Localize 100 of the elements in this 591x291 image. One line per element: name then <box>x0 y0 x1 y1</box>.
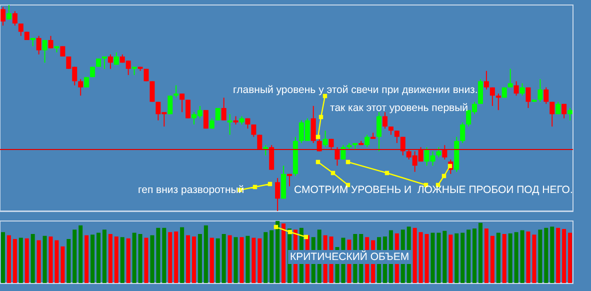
candlestick <box>508 68 513 88</box>
bar <box>18 238 23 283</box>
candlestick <box>78 78 84 96</box>
bar <box>264 232 268 283</box>
bar <box>430 232 435 283</box>
candlestick <box>150 80 155 102</box>
bar <box>12 238 17 283</box>
bar <box>418 232 423 283</box>
candlestick <box>376 112 382 152</box>
candlestick <box>496 93 501 111</box>
bar <box>48 236 53 283</box>
bar <box>36 240 41 283</box>
bar <box>442 230 447 283</box>
bar <box>120 237 124 283</box>
bar <box>568 232 572 283</box>
candlestick <box>0 6 6 26</box>
bar <box>138 234 142 283</box>
candlestick <box>322 130 328 148</box>
bar <box>478 222 482 283</box>
candlestick <box>310 105 316 144</box>
candlestick <box>526 86 531 108</box>
candlestick <box>544 86 549 104</box>
candlestick <box>168 95 173 115</box>
annotation: КРИТИЧЕСКИЙ ОБЪЕМ <box>288 250 412 264</box>
candlestick <box>227 114 232 136</box>
bar <box>54 240 59 283</box>
candlestick <box>538 78 543 102</box>
bar <box>252 238 256 283</box>
bar <box>108 234 112 283</box>
candlestick <box>436 146 442 158</box>
bar <box>174 232 178 283</box>
candlestick <box>484 70 489 90</box>
candlestick <box>42 40 48 64</box>
bar <box>150 235 154 283</box>
candlestick <box>180 93 185 113</box>
candlestick <box>84 76 90 88</box>
annotation: СМОТРИМ УРОВЕНЬ И ЛОЖНЫЕ ПРОБОИ ПОД НЕГО. <box>294 184 573 196</box>
bar <box>156 228 160 283</box>
bar <box>78 225 83 283</box>
candlestick <box>203 110 208 130</box>
bar <box>24 238 29 283</box>
candlestick <box>568 108 573 121</box>
bar <box>198 234 202 283</box>
bar <box>222 234 226 283</box>
candlestick <box>48 35 54 49</box>
candlestick <box>186 99 191 119</box>
bar <box>484 228 488 283</box>
bar <box>168 232 172 283</box>
candlestick <box>382 112 388 130</box>
bar <box>544 228 548 283</box>
bar <box>562 229 566 283</box>
candlestick <box>394 130 400 144</box>
bar <box>526 232 530 283</box>
candlestick <box>514 80 519 96</box>
annotation: так как этот уровень первый <box>330 102 468 114</box>
bar <box>240 237 244 283</box>
candlestick <box>221 97 226 121</box>
bar <box>550 226 554 283</box>
candlestick <box>460 122 466 144</box>
bar <box>6 235 11 283</box>
bar <box>66 238 71 283</box>
bar <box>132 232 136 283</box>
bar <box>216 238 220 283</box>
candlestick <box>364 134 370 148</box>
annotation: геп вниз разворотный <box>138 184 244 196</box>
bar <box>508 233 512 283</box>
candlestick <box>269 144 274 170</box>
candlestick <box>102 56 107 70</box>
bar <box>246 236 250 283</box>
candlestick <box>36 35 42 55</box>
candlestick <box>12 10 18 26</box>
candlestick <box>6 4 12 20</box>
candlestick <box>562 103 567 119</box>
bar <box>186 235 190 283</box>
bar <box>162 228 166 283</box>
bar <box>460 232 465 283</box>
bar <box>520 230 524 283</box>
candlestick <box>108 54 113 70</box>
bar <box>192 236 196 283</box>
bar <box>538 230 542 283</box>
bar <box>532 234 536 283</box>
bar <box>228 235 232 283</box>
bar <box>466 230 471 283</box>
bar <box>144 238 148 283</box>
candlestick <box>215 108 220 121</box>
candlestick <box>263 144 268 156</box>
candlestick <box>114 52 119 66</box>
bar <box>436 232 441 283</box>
bar <box>472 228 477 283</box>
annotation: главный уровень у этой свечи при движении вниз. <box>233 84 478 96</box>
bar <box>490 236 494 283</box>
candlestick <box>251 124 256 138</box>
bar <box>270 230 274 283</box>
bar <box>96 232 100 283</box>
bar <box>30 234 35 283</box>
bar <box>204 225 208 283</box>
candlestick <box>18 23 24 36</box>
bar <box>1 232 5 283</box>
candlestick <box>334 146 340 166</box>
bar <box>114 236 118 283</box>
